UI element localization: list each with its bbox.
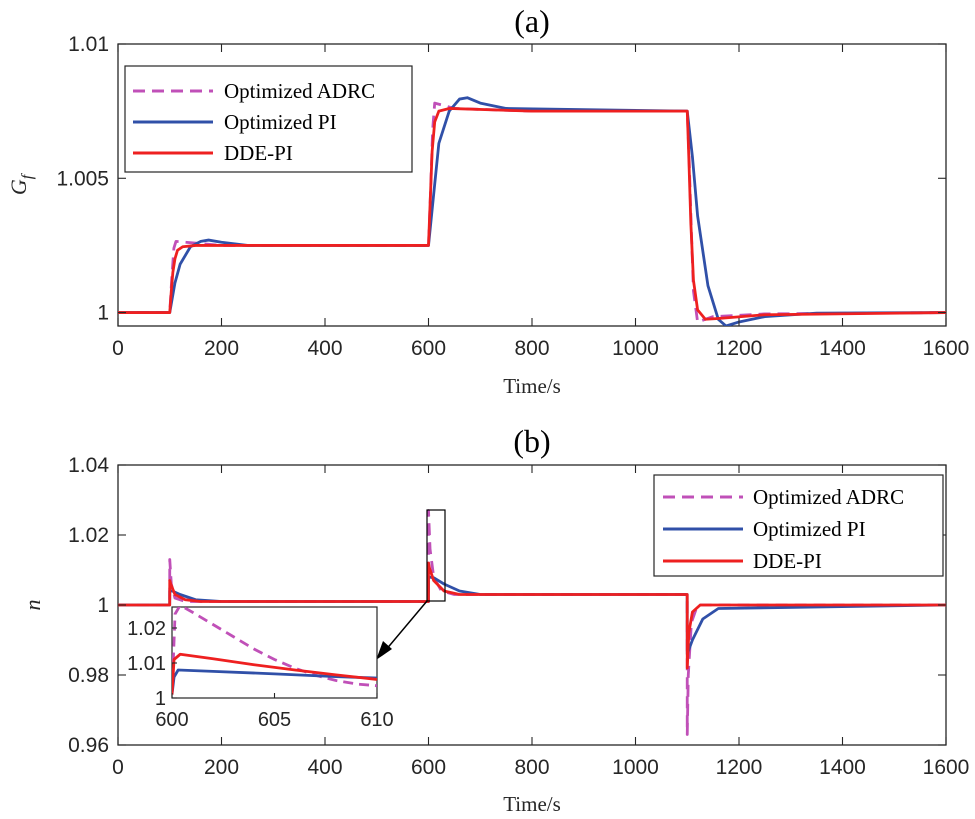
inset-ytick-label: 1.02 <box>127 618 166 640</box>
inset-plot-area <box>172 607 377 695</box>
inset-ytick-label: 1.01 <box>127 653 166 675</box>
panel-b-ytick-label: 1 <box>97 594 109 617</box>
panel-a-xtick-label: 1000 <box>612 337 659 360</box>
panel-a-xtick-label: 400 <box>307 337 342 360</box>
panel-a-title: (a) <box>514 3 550 39</box>
panel-b-legend: Optimized ADRC Optimized PI DDE-PI <box>653 474 944 577</box>
panel-b-xtick-label: 0 <box>112 756 124 779</box>
panel-b-xtick-label: 800 <box>514 756 549 779</box>
panel-a-ytick-label: 1 <box>97 302 109 325</box>
zoom-arrow-head <box>376 641 392 660</box>
panel-b-ytick-label: 0.96 <box>68 734 109 757</box>
inset-ticks: 600 605 610 1 1.01 1.02 <box>127 618 394 731</box>
panel-b-xtick-label: 1600 <box>923 756 970 779</box>
panel-b-title: (b) <box>513 423 550 459</box>
panel-b-ticks: 0 200 400 600 800 1000 1200 1400 16000.960.9811.… <box>68 454 969 779</box>
panel-b-xtick-label: 1400 <box>819 756 866 779</box>
panel-a-ylabel-sub: f <box>19 172 36 179</box>
panel-b-series-dde-pi <box>118 561 946 670</box>
legend-b-adrc-label: Optimized ADRC <box>753 485 904 509</box>
zoom-region-box <box>426 509 446 602</box>
panel-a-xlabel: Time/s <box>503 374 561 398</box>
panel-a-xtick-label: 0 <box>112 337 124 360</box>
panel-b-xtick-label: 200 <box>204 756 239 779</box>
inset-zoom: 600 605 610 1 1.01 1.02 <box>127 606 394 731</box>
legend-a-pi-label: Optimized PI <box>224 110 337 134</box>
inset-series-dde-pi <box>172 652 377 695</box>
panel-b-plot-area <box>118 509 946 736</box>
legend-a-ddepi-label: DDE-PI <box>224 141 293 165</box>
panel-a-plot-area <box>118 96 946 326</box>
panel-a-ylabel-main: G <box>6 179 31 195</box>
panel-b-ytick-label: 1.04 <box>68 454 109 477</box>
panel-a-xtick-label: 200 <box>204 337 239 360</box>
panel-b-ylabel: n <box>20 600 45 611</box>
panel-a-series-dde-pi <box>118 107 946 321</box>
inset-xtick-label: 600 <box>155 709 188 731</box>
panel-a-xtick-label: 600 <box>411 337 446 360</box>
inset-axes-box <box>171 606 378 699</box>
panel-a-ticks: 0 200 400 600 800 1000 1200 1400 1600 1 1.005 1.01 <box>56 33 969 360</box>
panel-b-xtick-label: 1000 <box>612 756 659 779</box>
panel-b-ylabel-wrap: n <box>20 600 45 611</box>
zoom-arrow-line <box>384 600 428 652</box>
legend-a-adrc-label: Optimized ADRC <box>224 79 375 103</box>
legend-b-ddepi-label: DDE-PI <box>753 549 822 573</box>
panel-a-ytick-label: 1.005 <box>56 167 109 190</box>
svg-text:Gf: Gf <box>6 172 36 195</box>
panel-a-xtick-label: 1400 <box>819 337 866 360</box>
inset-ytick-label: 1 <box>155 688 166 710</box>
panel-b-xtick-label: 600 <box>411 756 446 779</box>
panel-b-xtick-label: 1200 <box>716 756 763 779</box>
panel-b: (b) 0 200 400 600 800 1000 1200 1400 16000.960.9… <box>20 423 969 816</box>
panel-a: (a) 0 200 400 600 800 1000 1200 1400 1600 1 1.005 1… <box>6 3 969 398</box>
panel-b-xlabel: Time/s <box>503 792 561 816</box>
panel-b-legend-box <box>653 474 944 577</box>
inset-xtick-label: 610 <box>360 709 393 731</box>
panel-a-xtick-label: 800 <box>514 337 549 360</box>
panel-b-xtick-label: 400 <box>307 756 342 779</box>
panel-a-xtick-label: 1600 <box>923 337 970 360</box>
panel-b-ytick-label: 0.98 <box>68 664 109 687</box>
panel-a-xtick-label: 1200 <box>716 337 763 360</box>
panel-a-series-optimized-adrc <box>118 101 946 324</box>
legend-b-pi-label: Optimized PI <box>753 517 866 541</box>
panel-a-ylabel: Gf <box>6 172 36 195</box>
panel-a-ytick-label: 1.01 <box>68 33 109 56</box>
inset-series-optimized-adrc <box>172 607 377 695</box>
inset-xtick-label: 605 <box>258 709 291 731</box>
panel-b-ytick-label: 1.02 <box>68 524 109 547</box>
panel-a-legend: Optimized ADRC Optimized PI DDE-PI <box>124 65 413 173</box>
